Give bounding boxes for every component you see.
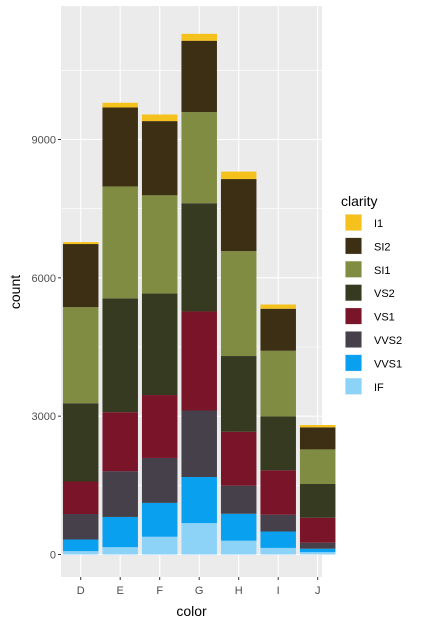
legend-label-VVS2: VVS2 (374, 335, 402, 347)
legend-swatch-VS2 (345, 284, 362, 301)
bar-E-I1 (102, 102, 138, 108)
bar-G-I1 (181, 33, 217, 41)
bar-D-VVS1 (62, 539, 99, 552)
bar-I-VVS2 (260, 514, 296, 532)
legend-swatch-SI2 (345, 237, 362, 254)
bar-J-IF (299, 552, 336, 555)
bar-E-IF (102, 547, 138, 555)
bar-E-SI1 (102, 186, 138, 299)
bar-D-VVS2 (62, 514, 99, 540)
legend-label-SI1: SI1 (374, 265, 391, 277)
bars (62, 33, 336, 555)
bar-E-VVS2 (102, 471, 138, 517)
bar-F-VVS1 (141, 502, 178, 537)
x-tick-label: F (156, 585, 163, 597)
bar-F-I1 (141, 114, 178, 122)
bar-H-IF (220, 540, 257, 555)
bar-J-VS1 (299, 517, 336, 543)
bar-I-VS1 (260, 470, 296, 515)
bar-I-I1 (260, 304, 296, 309)
bar-J-VVS1 (299, 548, 336, 553)
legend-swatch-VVS1 (345, 354, 362, 371)
y-tick-label: 9000 (32, 135, 56, 147)
bar-G-SI1 (181, 112, 217, 204)
bar-H-VVS1 (220, 513, 257, 541)
y-tick-label: 3000 (32, 411, 56, 423)
bar-H-SI2 (220, 179, 257, 252)
x-tick-label: G (195, 585, 204, 597)
bar-E-VS1 (102, 412, 138, 472)
legend-swatch-VS1 (345, 308, 362, 325)
bar-H-VVS2 (220, 485, 257, 514)
y-tick-label: 6000 (32, 273, 56, 285)
y-axis: 0 3000 6000 9000 (32, 135, 61, 562)
bar-F-SI1 (141, 195, 178, 294)
legend: clarity I1 SI2 SI1 VS2 VS1 VVS2 VVS1 IF (341, 193, 402, 395)
x-tick-label: J (315, 585, 321, 597)
bar-I-VS2 (260, 416, 296, 471)
bar-G-VS1 (181, 311, 217, 411)
bar-I-SI2 (260, 308, 296, 351)
bar-F-SI2 (141, 121, 178, 196)
bar-H-SI1 (220, 251, 257, 357)
legend-title: clarity (341, 193, 378, 209)
legend-label-SI2: SI2 (374, 241, 391, 253)
bar-E-SI2 (102, 107, 138, 187)
bar-H-VS1 (220, 431, 257, 486)
bar-D-VS2 (62, 403, 99, 482)
legend-label-VVS1: VVS1 (374, 358, 402, 370)
bar-G-VVS2 (181, 410, 217, 478)
legend-swatch-IF (345, 378, 362, 395)
legend-swatch-VVS2 (345, 331, 362, 348)
legend-swatch-I1 (345, 214, 362, 231)
bar-D-I1 (62, 242, 99, 245)
bar-G-SI2 (181, 40, 217, 113)
bar-F-IF (141, 536, 178, 555)
bar-G-VS2 (181, 203, 217, 312)
bar-J-VVS2 (299, 542, 336, 549)
x-axis-title: color (176, 603, 207, 619)
bar-J-SI2 (299, 427, 336, 450)
bar-E-VVS1 (102, 516, 138, 548)
x-tick-label: E (117, 585, 124, 597)
bar-G-IF (181, 523, 217, 555)
bar-G-VVS1 (181, 477, 217, 524)
bar-F-VS2 (141, 293, 178, 396)
x-axis: D E F G H I J (77, 577, 321, 597)
x-tick-label: I (277, 585, 280, 597)
legend-label-VS1: VS1 (374, 312, 395, 324)
bar-F-VVS2 (141, 457, 178, 503)
x-tick-label: D (77, 585, 85, 597)
legend-label-IF: IF (374, 382, 384, 394)
bar-I-SI1 (260, 350, 296, 417)
bar-H-I1 (220, 171, 257, 180)
bar-F-VS1 (141, 395, 178, 458)
legend-label-I1: I1 (374, 218, 383, 230)
bar-D-SI2 (62, 244, 99, 308)
bar-D-VS1 (62, 481, 99, 515)
y-tick-label: 0 (50, 550, 56, 562)
bar-H-VS2 (220, 356, 257, 432)
y-axis-title: count (7, 275, 23, 309)
bar-D-IF (62, 551, 99, 555)
x-tick-label: H (235, 585, 243, 597)
legend-swatch-SI1 (345, 261, 362, 278)
legend-label-VS2: VS2 (374, 288, 395, 300)
bar-J-SI1 (299, 449, 336, 484)
bar-J-VS2 (299, 483, 336, 518)
bar-E-VS2 (102, 298, 138, 413)
bar-D-SI1 (62, 307, 99, 404)
bar-I-VVS1 (260, 531, 296, 548)
bar-I-IF (260, 547, 296, 555)
bar-J-I1 (299, 425, 336, 428)
